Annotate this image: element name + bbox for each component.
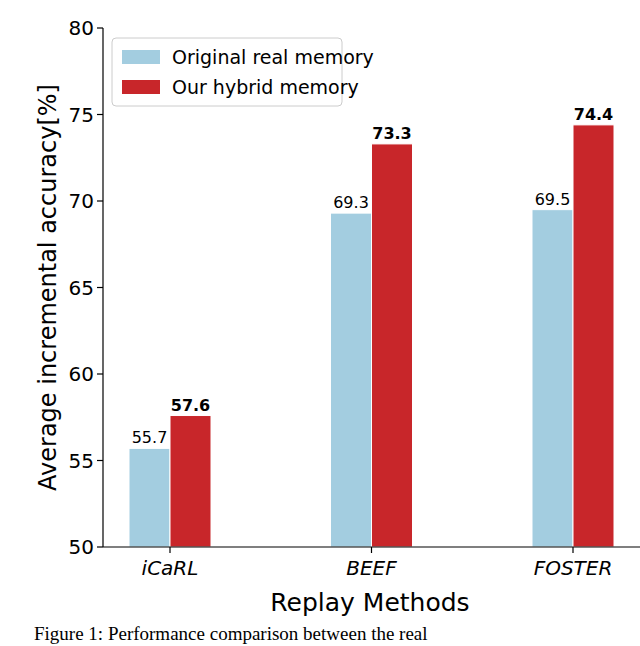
y-tick-label: 50 <box>69 535 94 559</box>
y-tick-label: 60 <box>69 362 94 386</box>
bars <box>129 125 614 547</box>
data-label: 69.3 <box>333 193 369 212</box>
x-tick-label: FOSTER <box>534 556 613 580</box>
caption: Figure 1: Performance comparison between… <box>34 623 428 644</box>
x-axis-label: Replay Methods <box>270 588 469 617</box>
y-tick-label: 55 <box>69 449 94 473</box>
x-tick <box>572 547 573 553</box>
y-tick-label: 70 <box>69 189 94 213</box>
legend-swatch <box>122 80 160 94</box>
data-label: 73.3 <box>372 124 411 143</box>
bar <box>170 416 211 547</box>
data-label: 69.5 <box>535 190 571 209</box>
data-label: 57.6 <box>171 396 210 415</box>
legend: Original real memory Our hybrid memory <box>112 38 374 106</box>
y-tick <box>97 114 103 115</box>
bar <box>372 144 413 547</box>
y-tick-label: 65 <box>69 276 94 300</box>
y-axis-label: Average incremental accuracy[%] <box>34 84 62 491</box>
bar <box>573 125 614 547</box>
bar <box>331 213 372 547</box>
x-tick-label: iCaRL <box>142 556 199 580</box>
y-tick <box>97 546 103 547</box>
x-tick-label: BEEF <box>346 556 397 580</box>
y-tick <box>97 373 103 374</box>
legend-label: Our hybrid memory <box>172 76 359 98</box>
legend-swatch <box>122 50 160 64</box>
y-tick <box>97 27 103 28</box>
data-label: 55.7 <box>132 428 168 447</box>
y-tick <box>97 287 103 288</box>
legend-label: Original real memory <box>172 46 374 68</box>
data-label: 74.4 <box>574 105 613 124</box>
y-tick-label: 75 <box>69 103 94 127</box>
x-tick <box>169 547 170 553</box>
y-tick <box>97 460 103 461</box>
bar <box>532 210 573 547</box>
x-tick <box>371 547 372 553</box>
y-tick-label: 80 <box>69 16 94 40</box>
y-tick <box>97 200 103 201</box>
bar <box>129 448 170 547</box>
